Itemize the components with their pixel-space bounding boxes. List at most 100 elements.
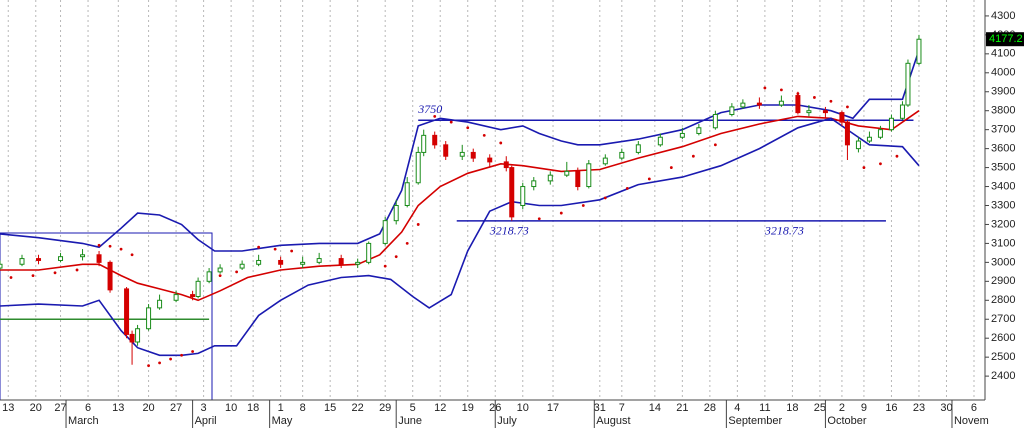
sar-dot — [862, 166, 866, 169]
x-tick-label: 1 — [278, 402, 284, 414]
sar-dot — [433, 114, 437, 118]
sar-dot — [273, 247, 277, 251]
x-tick-label: 2 — [839, 402, 845, 414]
sar-dot — [119, 247, 123, 251]
sar-dot — [559, 211, 563, 215]
y-tick-label: 3800 — [991, 105, 1015, 117]
candle-body — [300, 261, 306, 265]
candle-body — [338, 258, 344, 265]
y-tick-label: 3900 — [991, 86, 1015, 98]
x-tick-label: 10 — [517, 402, 529, 414]
candle-body — [96, 254, 102, 263]
sar-dot — [879, 162, 882, 166]
candle-body — [190, 294, 196, 297]
candle-body — [146, 307, 152, 330]
x-tick-label: 4 — [734, 402, 740, 414]
sar-dot — [603, 196, 607, 200]
sar-dot — [763, 86, 767, 90]
plot: 3750 3218.73 3218.73 — [0, 34, 922, 368]
sar-dot — [537, 217, 541, 221]
sar-dot — [813, 96, 816, 99]
candle-body — [157, 299, 163, 309]
candle-body — [916, 38, 922, 64]
y-tick-label: 4000 — [991, 67, 1015, 79]
candle-body — [866, 136, 872, 142]
sar-dot — [625, 187, 629, 190]
x-tick-label: 8 — [300, 402, 306, 414]
candle-body — [756, 102, 762, 106]
sar-dot — [191, 350, 194, 353]
month-label: July — [497, 415, 517, 427]
indicator-line — [0, 49, 920, 252]
sar-dot — [31, 274, 35, 278]
x-tick-label: 6 — [971, 402, 977, 414]
sar-dot — [482, 133, 486, 137]
sar-dot — [383, 264, 387, 268]
x-tick-label: 6 — [85, 402, 91, 414]
candle-body — [564, 170, 570, 176]
y-tick-label: 3100 — [991, 237, 1015, 249]
x-tick-label: 9 — [861, 402, 867, 414]
candle-body — [905, 62, 911, 106]
month-label: September — [728, 415, 782, 427]
candle-body — [404, 182, 410, 206]
last-price-label: 4177.2 — [989, 33, 1023, 45]
sar-dot — [235, 270, 239, 274]
candle-body — [256, 259, 262, 265]
sar-dot — [466, 126, 470, 130]
sar-dot — [449, 120, 453, 124]
candle-body — [443, 144, 449, 157]
candle-body — [487, 157, 493, 163]
sar-dot — [846, 105, 849, 109]
annotation: 3750 — [417, 102, 442, 116]
sar-dot — [581, 204, 585, 207]
sar-dot — [499, 141, 503, 145]
x-tick-label: 10 — [225, 402, 237, 414]
sar-dot — [691, 154, 695, 158]
x-tick-label: 31 — [594, 402, 606, 414]
candle-body — [415, 151, 421, 184]
month-label: Novem — [954, 415, 989, 427]
month-label: October — [827, 415, 866, 427]
sar-dot — [75, 268, 79, 272]
candle-body — [355, 261, 361, 265]
sar-dot — [97, 243, 101, 247]
y-tick-label: 4100 — [991, 48, 1015, 60]
candle-body — [135, 328, 141, 343]
candle-body — [547, 174, 553, 182]
sar-dot — [53, 271, 57, 275]
candle-body — [421, 134, 427, 153]
candle-body — [0, 263, 3, 269]
candle-body — [619, 151, 625, 159]
x-tick-label: 28 — [704, 402, 716, 414]
x-tick-label: 5 — [410, 402, 416, 414]
x-tick-label: 12 — [434, 402, 446, 414]
x-tick-label: 14 — [649, 402, 661, 414]
candle-body — [740, 102, 746, 108]
sar-dot — [647, 177, 651, 181]
y-tick-label: 3300 — [991, 199, 1015, 211]
candle-body — [899, 104, 905, 119]
candle-body — [520, 186, 526, 206]
x-tick-label: 17 — [547, 402, 559, 414]
x-tick-label: 20 — [30, 402, 42, 414]
candle-body — [366, 242, 372, 263]
x-tick-label: 18 — [247, 402, 259, 414]
candle-body — [822, 110, 828, 114]
x-tick-label: 30 — [940, 402, 952, 414]
candle-body — [195, 280, 201, 297]
candle-body — [393, 204, 399, 222]
candle-body — [806, 110, 812, 114]
annotation: 3218.73 — [489, 224, 529, 238]
candle-body — [382, 220, 388, 244]
month-label: June — [398, 415, 422, 427]
candle-body — [107, 261, 113, 291]
x-tick-label: 27 — [54, 402, 66, 414]
x-tick-label: 27 — [170, 402, 182, 414]
x-tick-label: 21 — [676, 402, 688, 414]
sar-dot — [257, 245, 261, 249]
x-tick-label: 13 — [112, 402, 124, 414]
candle-body — [844, 121, 850, 146]
candle-body — [503, 161, 509, 169]
